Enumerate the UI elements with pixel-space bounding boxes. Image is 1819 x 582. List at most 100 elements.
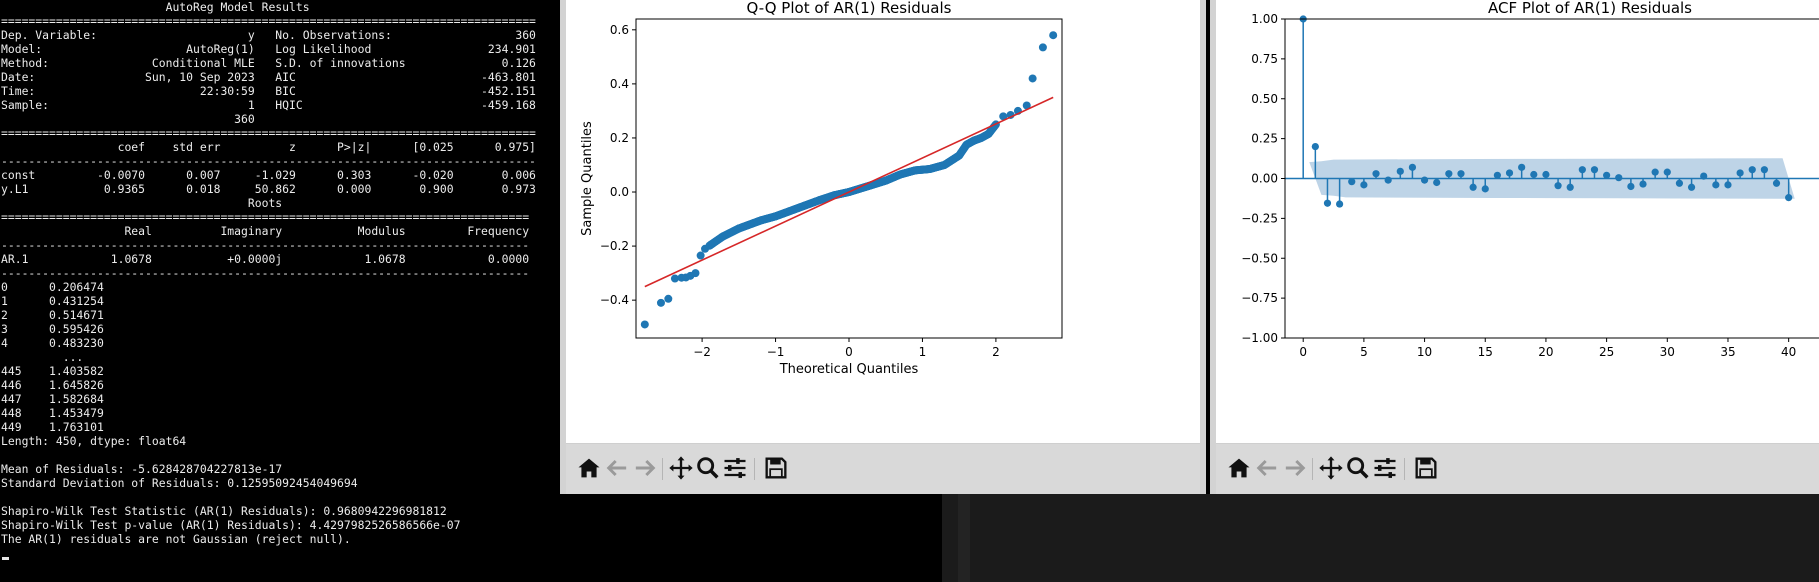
acf-point xyxy=(1505,169,1514,177)
qq-plot-title: Q-Q Plot of AR(1) Residuals xyxy=(747,0,952,17)
qq-y-tick-label: 0.2 xyxy=(610,131,629,145)
back-arrow-icon[interactable] xyxy=(604,454,632,482)
acf-point xyxy=(1566,183,1574,191)
qq-x-tick-label: −1 xyxy=(767,345,785,359)
acf-point xyxy=(1736,169,1744,177)
acf-y-tick-label: 0.75 xyxy=(1251,52,1278,66)
qq-sample-point xyxy=(1038,43,1047,52)
acf-point xyxy=(1603,171,1611,179)
qq-x-tick-label: 0 xyxy=(845,345,853,359)
acf-y-tick-label: −0.75 xyxy=(1241,291,1278,305)
qq-sample-point xyxy=(664,294,673,303)
toolbar-separator xyxy=(754,458,755,480)
acf-x-tick-label: 30 xyxy=(1660,345,1675,359)
acf-point xyxy=(1396,167,1404,175)
acf-point xyxy=(1323,199,1332,207)
acf-point xyxy=(1445,170,1453,178)
acf-plot-window[interactable]: ACF Plot of AR(1) Residuals 0 5 10 15 20 25 30 3… xyxy=(1210,0,1819,494)
acf-point xyxy=(1457,170,1465,178)
acf-point xyxy=(1590,166,1599,174)
pan-move-icon[interactable] xyxy=(1317,454,1345,482)
acf-point xyxy=(1687,183,1696,191)
acf-y-tick-label: 0.50 xyxy=(1251,92,1278,106)
home-icon[interactable] xyxy=(575,454,603,482)
home-icon[interactable] xyxy=(1225,454,1253,482)
acf-x-tick-label: 10 xyxy=(1417,345,1432,359)
qq-sample-point xyxy=(656,298,665,307)
qq-toolbar xyxy=(566,443,1200,494)
qq-reference-line xyxy=(644,96,1054,288)
acf-point xyxy=(1627,182,1635,191)
acf-y-tick-label: −0.50 xyxy=(1241,251,1278,265)
zoom-magnifier-icon[interactable] xyxy=(1344,454,1372,482)
acf-point xyxy=(1420,176,1429,184)
acf-point xyxy=(1493,171,1501,179)
qq-y-tick-label: 0.0 xyxy=(610,185,629,199)
acf-point xyxy=(1772,179,1781,187)
terminal-cursor xyxy=(2,557,9,560)
acf-x-tick-label: 40 xyxy=(1781,345,1796,359)
acf-point xyxy=(1554,182,1562,190)
toolbar-separator xyxy=(1404,458,1405,480)
forward-arrow-icon[interactable] xyxy=(1280,454,1308,482)
acf-point xyxy=(1518,163,1526,171)
qq-sample-point xyxy=(1049,31,1058,40)
terminal-output: AutoReg Model Results ==================… xyxy=(1,0,536,546)
acf-point xyxy=(1651,168,1659,176)
qq-sample-point xyxy=(696,251,705,260)
acf-point xyxy=(1700,172,1708,180)
zoom-magnifier-icon[interactable] xyxy=(694,454,722,482)
acf-point xyxy=(1311,143,1319,151)
qq-x-tick-label: −2 xyxy=(693,345,711,359)
acf-point xyxy=(1639,180,1647,188)
acf-point xyxy=(1481,185,1489,193)
qq-sample-point xyxy=(691,269,700,278)
acf-point xyxy=(1469,183,1477,191)
qq-sample-point xyxy=(640,320,649,329)
acf-point xyxy=(1360,181,1368,189)
acf-point xyxy=(1408,163,1417,171)
acf-point xyxy=(1785,194,1793,202)
acf-point xyxy=(1748,166,1756,174)
acf-y-tick-label: 0.00 xyxy=(1251,172,1278,186)
pan-move-icon[interactable] xyxy=(667,454,695,482)
qq-x-axis-label: Theoretical Quantiles xyxy=(779,362,919,377)
toolbar-separator xyxy=(662,458,663,480)
acf-y-tick-label: −0.25 xyxy=(1241,211,1278,225)
acf-x-tick-label: 20 xyxy=(1538,345,1553,359)
acf-point xyxy=(1542,170,1550,179)
acf-point xyxy=(1675,179,1684,187)
acf-plot-figure: ACF Plot of AR(1) Residuals 0 5 10 15 20 25 30 3… xyxy=(1241,0,1819,359)
acf-x-tick-label: 25 xyxy=(1599,345,1614,359)
acf-x-tick-label: 35 xyxy=(1720,345,1735,359)
acf-point xyxy=(1433,178,1441,187)
configure-subplots-icon[interactable] xyxy=(721,454,749,482)
qq-x-tick-label: 2 xyxy=(992,345,1000,359)
qq-sample-point xyxy=(1022,101,1031,110)
configure-subplots-icon[interactable] xyxy=(1371,454,1399,482)
background-editor-gutter xyxy=(958,494,970,582)
background-editor-area xyxy=(942,494,1819,582)
forward-arrow-icon[interactable] xyxy=(630,454,658,482)
acf-point xyxy=(1384,176,1392,184)
qq-y-tick-label: 0.4 xyxy=(610,77,629,91)
acf-point xyxy=(1663,168,1671,176)
acf-point xyxy=(1712,181,1720,189)
acf-point xyxy=(1615,174,1623,182)
save-floppy-icon[interactable] xyxy=(1412,454,1440,482)
qq-plot-window[interactable]: Q-Q Plot of AR(1) Residuals Theoretical Q… xyxy=(560,0,1206,494)
qq-sample-point xyxy=(999,112,1008,121)
axes-frame xyxy=(635,18,1063,339)
acf-y-tick-label: 1.00 xyxy=(1251,12,1278,26)
acf-x-tick-label: 5 xyxy=(1360,345,1368,359)
acf-point xyxy=(1760,166,1768,174)
acf-toolbar xyxy=(1216,443,1819,494)
back-arrow-icon[interactable] xyxy=(1254,454,1282,482)
acf-point xyxy=(1348,178,1356,186)
qq-sample-point xyxy=(1028,74,1037,83)
qq-plot-figure: Q-Q Plot of AR(1) Residuals Theoretical Q… xyxy=(580,0,1063,377)
save-floppy-icon[interactable] xyxy=(762,454,790,482)
acf-x-tick-label: 15 xyxy=(1478,345,1493,359)
acf-y-tick-label: −1.00 xyxy=(1241,331,1278,345)
toolbar-separator xyxy=(1312,458,1313,480)
